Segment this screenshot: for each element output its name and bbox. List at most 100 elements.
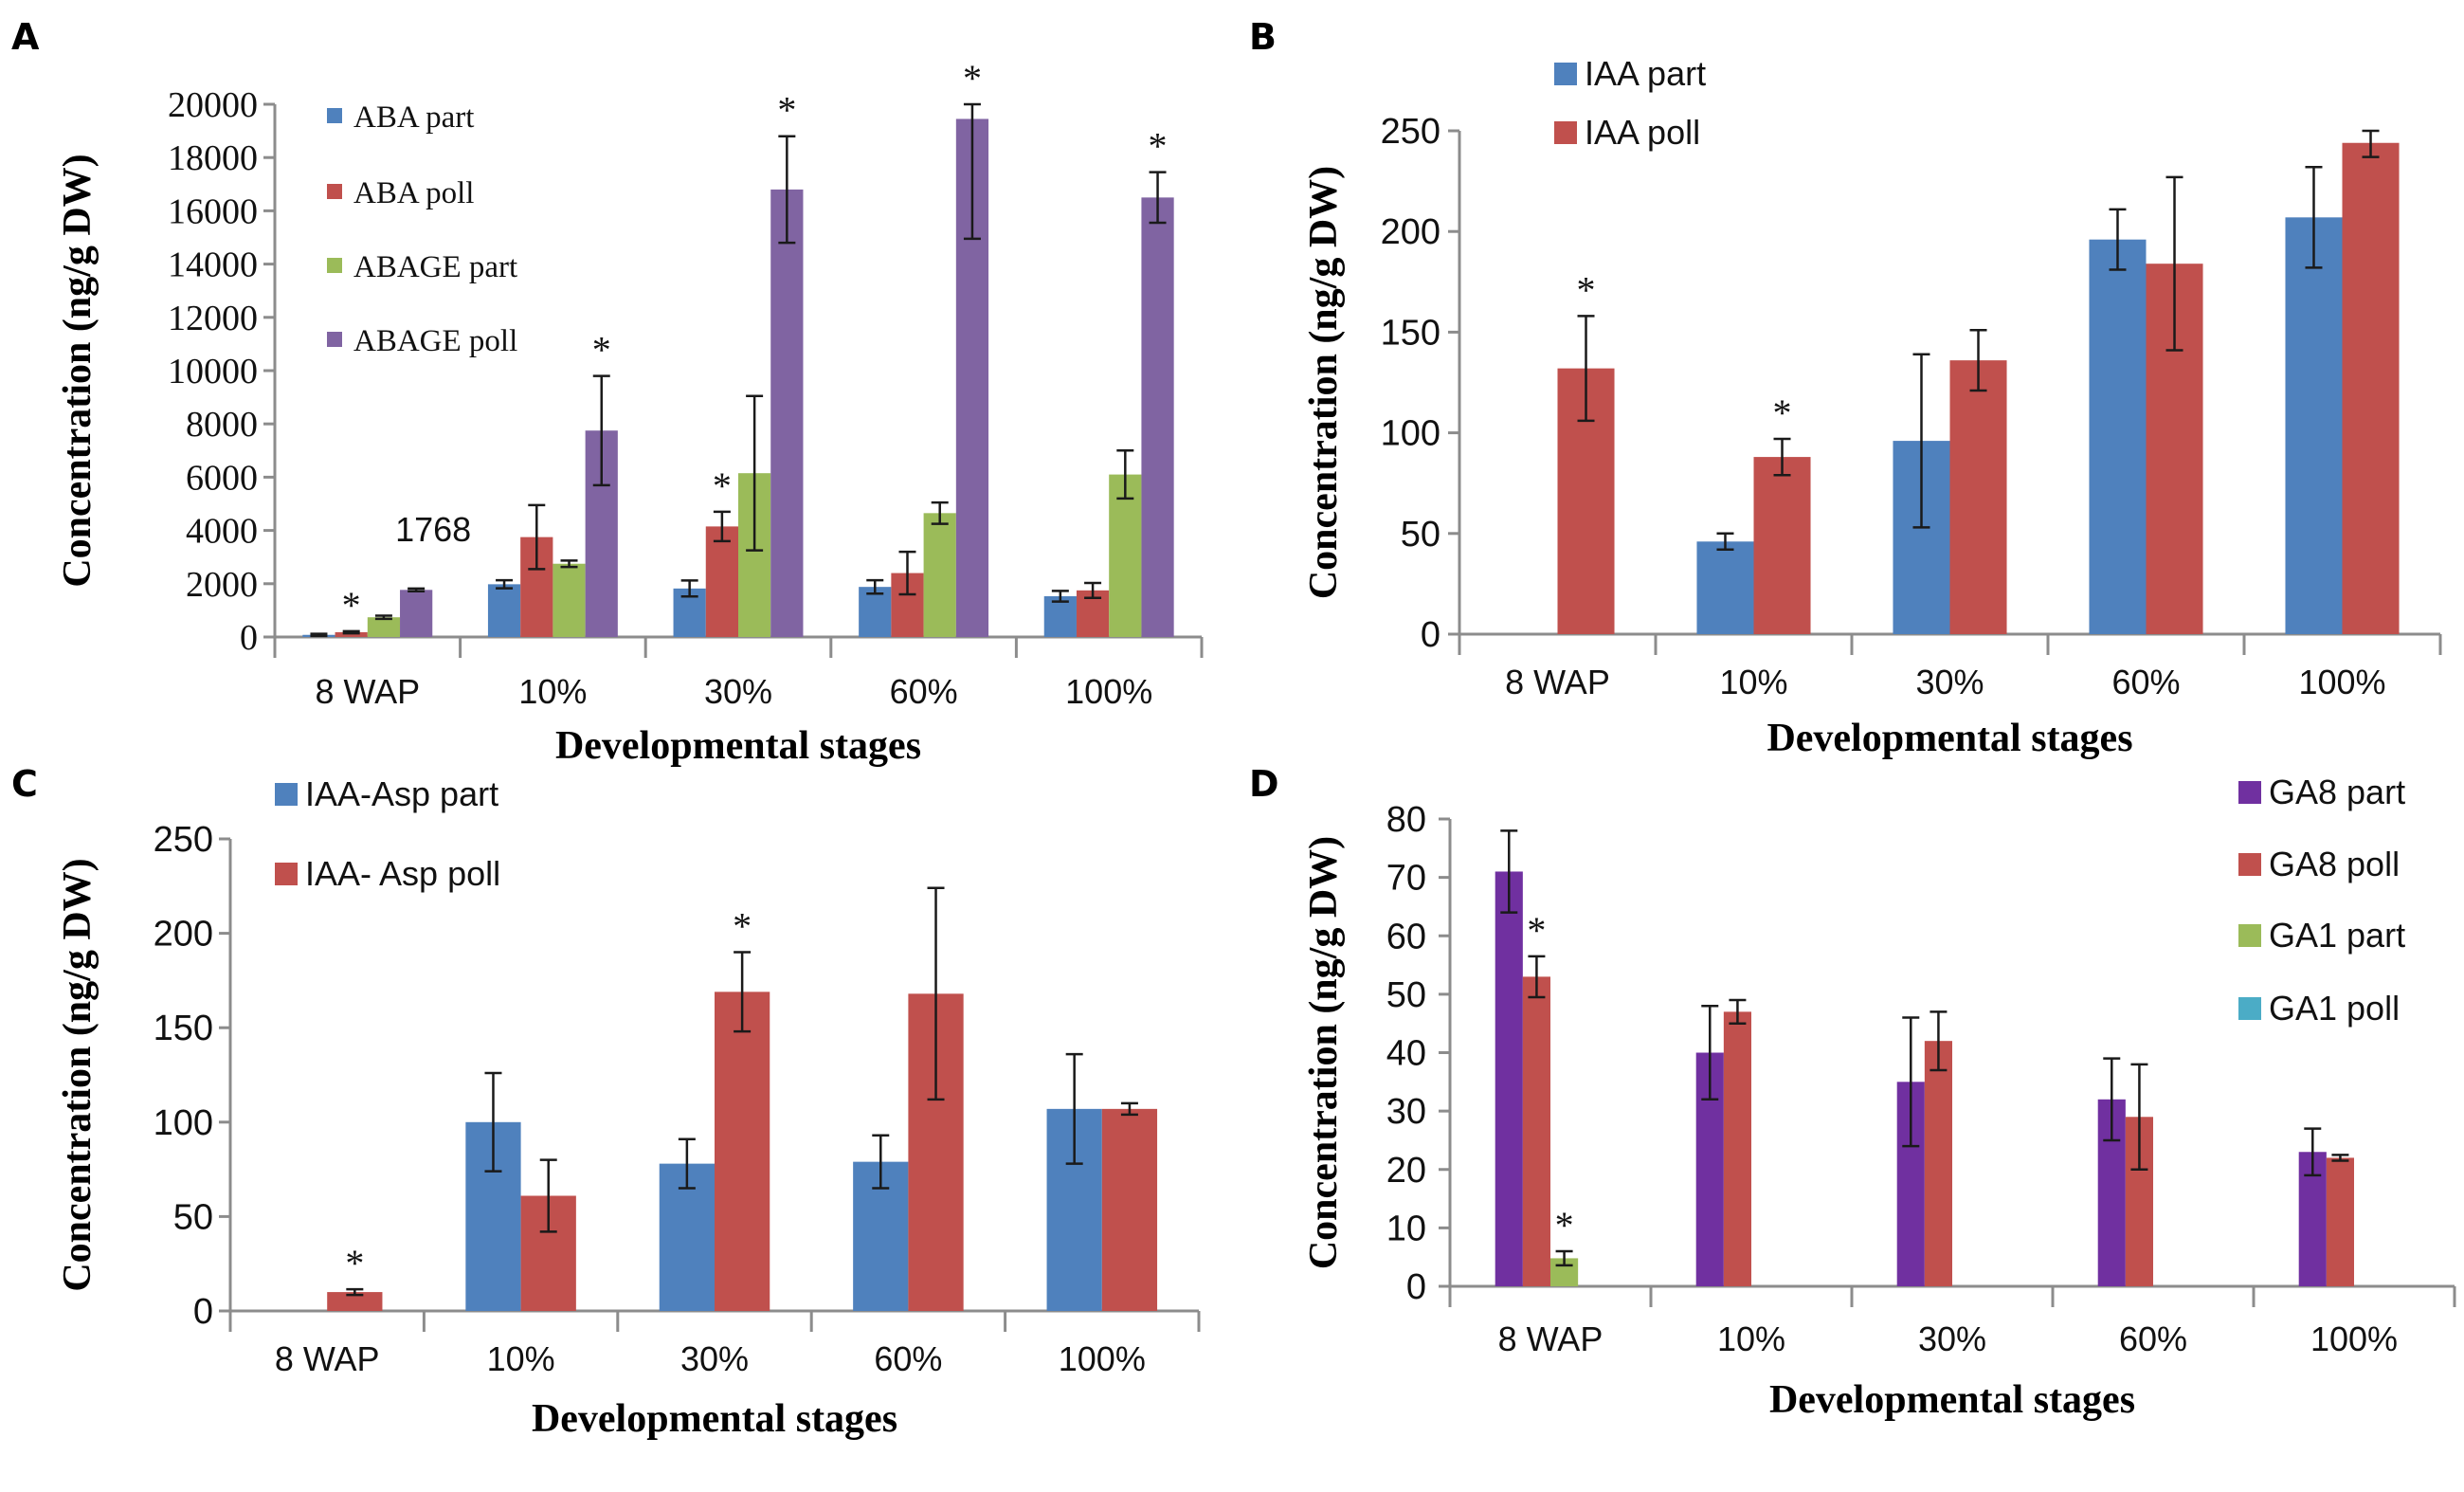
y-tick-label: 10 [1386,1209,1426,1248]
y-tick-label: 150 [1381,313,1440,353]
x-tick-label: 10% [1719,663,1787,701]
bar-iaa-poll [2342,142,2400,634]
panel-d-chart: 0 10 20 30 40 50 60 70 80 8 WAP 10% 30% 60% 100% Devel… [1302,773,2456,1422]
y-tick-label: 100 [1381,414,1440,454]
y-tick-label: 20 [1386,1151,1426,1191]
legend-swatch [1554,121,1577,144]
panel-letter-d: D [1249,763,1279,805]
x-tick-label: 100% [1059,1339,1146,1378]
bar-iaa-asp-poll [1101,1108,1158,1311]
legend-label: IAA poll [1585,113,1700,152]
value-annotation: 1768 [395,510,471,549]
bar-iaa-poll [1949,360,2007,634]
y-tick-label: 80 [1386,800,1426,840]
significance-marker: * [1555,1204,1574,1246]
legend-label: GA1 part [2269,916,2405,955]
significance-marker: * [1149,125,1168,168]
y-tick-label: 0 [1421,615,1440,655]
y-axis-title: Concentration (ng/g DW) [56,858,100,1291]
legend-swatch [275,863,298,885]
significance-marker: * [1527,909,1546,952]
y-tick-label: 0 [193,1292,213,1332]
bar-iaa-asp-poll [327,1292,383,1311]
y-tick-label: 60 [1386,917,1426,956]
y-tick-label: 70 [1386,859,1426,899]
bar-iaa-part [2089,239,2147,635]
bar-abage-part [923,513,956,637]
bar-iaa-asp-poll [715,992,770,1311]
panel-c-chart: 0 50 100 150 200 250 8 WAP 10% 30% 60% 100% Develop… [56,774,1201,1441]
legend-swatch [327,332,342,347]
bar-aba-part [487,584,521,637]
y-axis-title: Concentration (ng/g DW) [1302,166,1346,599]
y-tick-label: 50 [173,1197,213,1237]
y-tick-label: 2000 [186,565,258,605]
y-tick-label: 6000 [186,458,258,498]
x-tick-label: 8 WAP [1498,1319,1603,1358]
bar-ga8-poll [1522,976,1550,1286]
y-tick-label: 200 [154,915,213,955]
bar-abage-poll [400,590,433,637]
x-tick-label: 100% [2310,1319,2398,1358]
y-tick-label: 20000 [168,85,258,125]
bar-ga8-poll [1723,1011,1751,1286]
bar-abage-part [553,563,586,637]
legend-label: GA1 poll [2269,989,2400,1028]
legend-label: ABA part [353,100,474,135]
y-tick-label: 0 [240,618,258,658]
legend-label: GA8 poll [2269,845,2400,883]
bar-abage-poll [1141,197,1174,637]
bar-abage-part [1109,474,1142,637]
x-tick-label: 100% [2298,663,2385,701]
x-tick-label: 10% [518,672,587,711]
bar-aba-part [859,587,892,637]
y-tick-label: 10000 [168,352,258,391]
significance-marker: * [777,89,796,132]
x-tick-label: 60% [890,672,958,711]
x-tick-label: 30% [1915,663,1984,701]
significance-marker: * [713,464,732,507]
y-tick-label: 150 [154,1009,213,1048]
legend-swatch [1554,63,1577,85]
x-tick-label: 8 WAP [1505,663,1610,701]
y-tick-label: 8000 [186,405,258,445]
significance-marker: * [1577,268,1596,311]
y-tick-label: 30 [1386,1092,1426,1132]
legend-swatch [275,783,298,806]
legend-swatch [327,184,342,199]
x-tick-label: 8 WAP [315,672,420,711]
x-tick-label: 60% [2119,1319,2187,1358]
x-tick-label: 30% [704,672,772,711]
legend-label: GA8 part [2269,773,2405,811]
legend-label: ABA poll [353,176,474,210]
panel-letter-a: A [11,16,40,58]
legend-swatch [327,108,342,123]
bar-iaa-poll [1753,457,1811,634]
panel-a-chart: 0 2000 4000 6000 8000 10000 12000 14000 16000 180… [56,57,1204,768]
bar-aba-poll [705,526,738,637]
x-tick-label: 10% [487,1339,555,1378]
significance-marker: * [733,905,752,948]
y-tick-label: 12000 [168,299,258,338]
legend-label: ABAGE poll [353,324,517,358]
y-tick-label: 50 [1386,975,1426,1015]
significance-marker: * [342,584,361,627]
x-axis-title: Developmental stages [1769,1378,2135,1422]
y-tick-label: 40 [1386,1034,1426,1074]
y-tick-label: 50 [1401,515,1440,555]
x-tick-label: 30% [680,1339,749,1378]
y-tick-label: 250 [1381,112,1440,152]
legend-label: IAA part [1585,54,1706,93]
x-tick-label: 100% [1065,672,1152,711]
x-axis-title: Developmental stages [1766,717,2132,760]
x-tick-label: 30% [1918,1319,1986,1358]
y-tick-label: 18000 [168,138,258,178]
x-tick-label: 60% [874,1339,942,1378]
panel-b-chart: 0 50 100 150 200 250 8 WAP 10% 30% 60% 100% Develop… [1302,54,2442,760]
bar-aba-part [1043,596,1077,637]
x-tick-label: 10% [1717,1319,1785,1358]
significance-marker: * [592,329,611,372]
bar-abage-poll [770,189,804,638]
significance-marker: * [1773,391,1792,434]
y-tick-label: 14000 [168,246,258,285]
